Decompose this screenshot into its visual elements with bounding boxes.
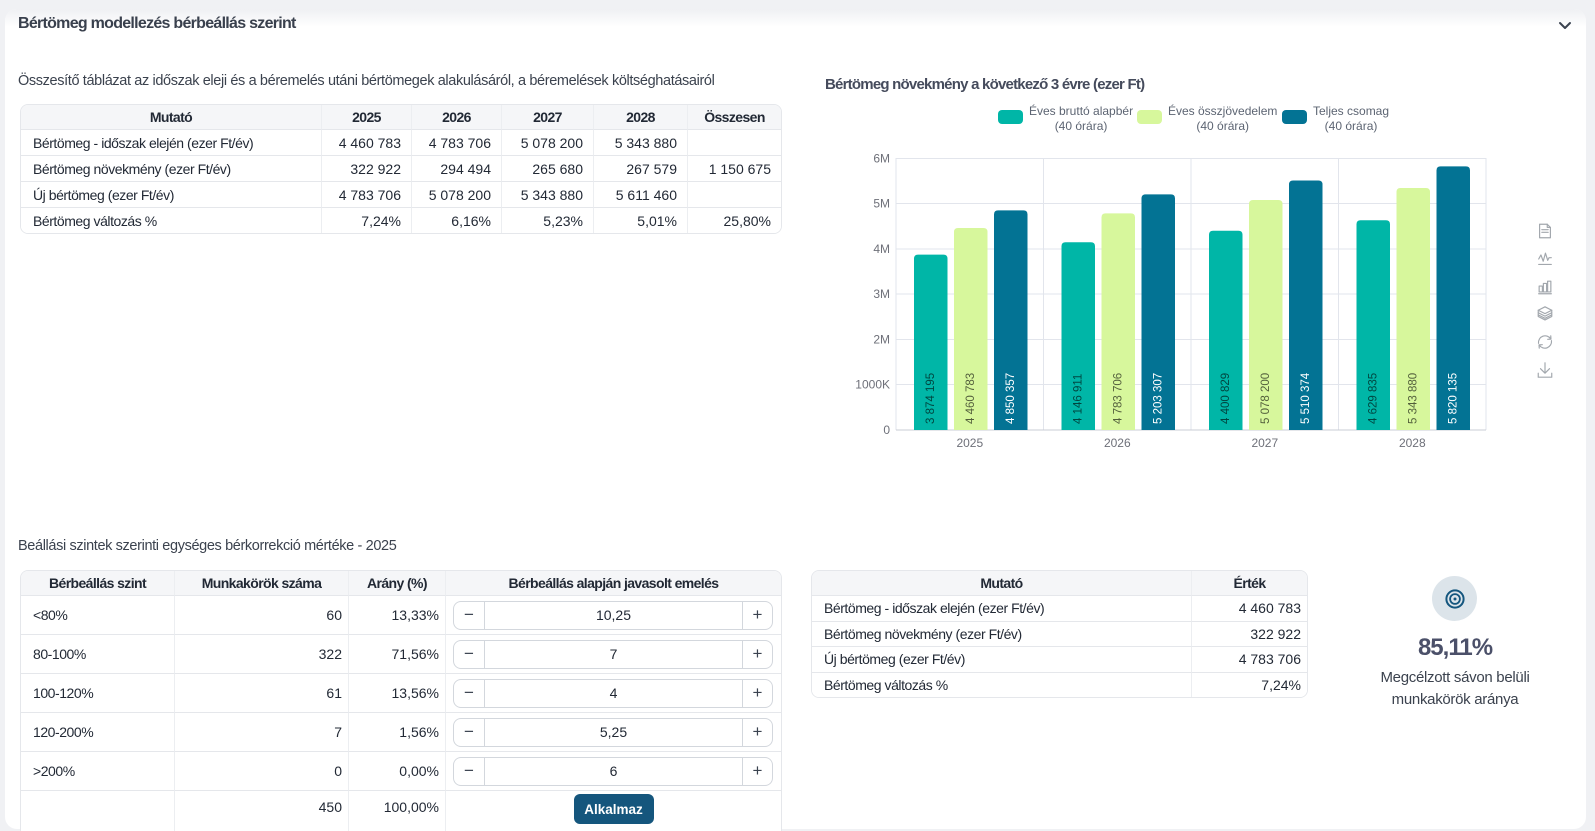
svg-text:5 343 880: 5 343 880 <box>1407 373 1419 424</box>
svg-text:4 629 835: 4 629 835 <box>1367 373 1379 424</box>
svg-text:4M: 4M <box>873 242 890 256</box>
svg-text:4 460 783: 4 460 783 <box>965 373 977 424</box>
svg-text:2028: 2028 <box>1399 436 1426 450</box>
svg-text:Bértömeg növekmény a következő: Bértömeg növekmény a következő 3 évre (e… <box>825 76 1145 93</box>
svg-text:5 820 135: 5 820 135 <box>1447 373 1459 424</box>
svg-text:3M: 3M <box>873 287 890 301</box>
svg-text:5 078 200: 5 078 200 <box>1260 373 1272 424</box>
svg-text:1000K: 1000K <box>855 378 890 392</box>
svg-text:5 510 374: 5 510 374 <box>1300 372 1312 424</box>
svg-text:4 146 911: 4 146 911 <box>1072 374 1084 424</box>
svg-text:2025: 2025 <box>956 436 983 450</box>
svg-text:6M: 6M <box>873 151 890 165</box>
svg-text:5M: 5M <box>873 197 890 211</box>
svg-text:4 400 829: 4 400 829 <box>1220 373 1232 424</box>
svg-text:2027: 2027 <box>1251 436 1278 450</box>
svg-text:2026: 2026 <box>1104 436 1131 450</box>
svg-text:4 850 357: 4 850 357 <box>1005 373 1017 424</box>
svg-text:5 203 307: 5 203 307 <box>1152 373 1164 424</box>
svg-text:4 783 706: 4 783 706 <box>1112 373 1124 424</box>
svg-text:0: 0 <box>883 423 890 437</box>
svg-text:2M: 2M <box>873 332 890 346</box>
svg-text:3 874 195: 3 874 195 <box>925 373 937 424</box>
